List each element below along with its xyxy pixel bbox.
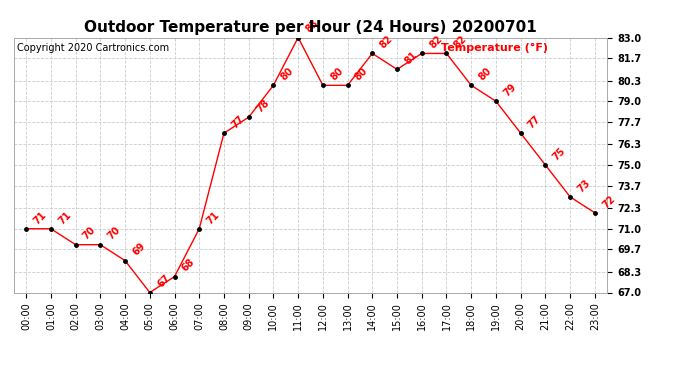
Title: Outdoor Temperature per Hour (24 Hours) 20200701: Outdoor Temperature per Hour (24 Hours) … — [84, 20, 537, 35]
Text: 71: 71 — [32, 209, 48, 226]
Text: 80: 80 — [477, 66, 493, 82]
Text: 77: 77 — [230, 114, 246, 130]
Text: 81: 81 — [402, 50, 420, 67]
Text: 68: 68 — [180, 257, 197, 274]
Text: 83: 83 — [304, 18, 320, 35]
Text: 82: 82 — [427, 34, 444, 51]
Text: 72: 72 — [600, 194, 617, 210]
Text: 79: 79 — [502, 82, 518, 99]
Text: 75: 75 — [551, 146, 568, 162]
Text: 77: 77 — [526, 114, 543, 130]
Text: Copyright 2020 Cartronics.com: Copyright 2020 Cartronics.com — [17, 43, 169, 52]
Text: 69: 69 — [130, 241, 147, 258]
Text: 80: 80 — [328, 66, 345, 82]
Text: 67: 67 — [155, 273, 172, 290]
Text: 73: 73 — [575, 177, 592, 194]
Text: 80: 80 — [279, 66, 296, 82]
Text: 71: 71 — [57, 209, 73, 226]
Text: 78: 78 — [254, 98, 271, 114]
Text: 82: 82 — [378, 34, 395, 51]
Text: 82: 82 — [452, 34, 469, 51]
Text: 70: 70 — [81, 225, 98, 242]
Text: 70: 70 — [106, 225, 123, 242]
Text: 80: 80 — [353, 66, 370, 82]
Text: 71: 71 — [205, 209, 221, 226]
Text: Temperature (°F): Temperature (°F) — [441, 43, 548, 52]
